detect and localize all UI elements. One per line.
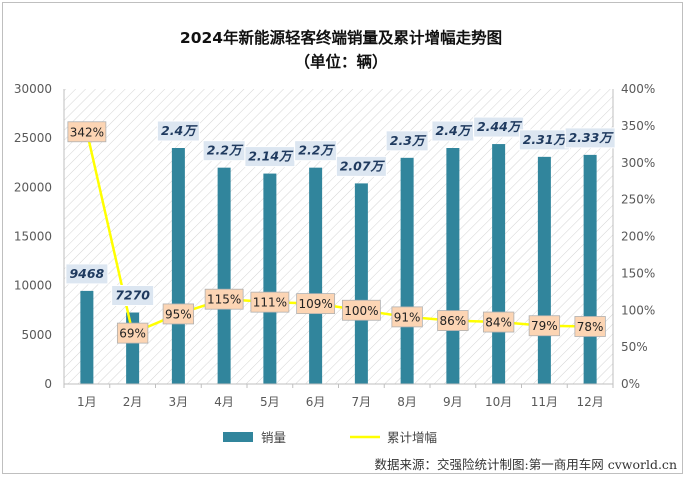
bar-label-box xyxy=(335,155,387,177)
line-data-label: 342% xyxy=(70,125,104,139)
y-left-tick-label: 0 xyxy=(44,377,52,391)
line-label-box xyxy=(250,291,290,313)
line-data-label: 109% xyxy=(298,297,332,311)
x-tick-label: 1月 xyxy=(77,395,97,409)
chart-frame: 2024年新能源轻客终端销量及累计增幅走势图 （单位：辆） 0 5000 10000… xyxy=(2,2,683,474)
y-right-tick-label: 400% xyxy=(621,82,655,96)
line-data-label: 69% xyxy=(119,327,146,341)
bar-label-box xyxy=(385,130,429,152)
y-right-tick-label: 200% xyxy=(621,230,655,244)
bar-label-box xyxy=(564,127,616,149)
y-left-tick-label: 10000 xyxy=(14,279,52,293)
bar xyxy=(492,144,506,384)
bar xyxy=(400,157,414,384)
axes: 0 5000 10000 15000 20000 25000 30000 0% 50% 100% 1… xyxy=(14,82,656,409)
x-tick-label: 3月 xyxy=(169,395,189,409)
line-data-label: 79% xyxy=(531,319,558,333)
data-labels: 9468 7270 2.4万 2.2万 2.14万 2.2万 2.07万 2.3万 2.4万 2.… xyxy=(65,116,616,344)
line-label-box xyxy=(204,288,244,310)
x-tick-label: 10月 xyxy=(485,395,512,409)
line-label-box xyxy=(437,310,469,331)
bar-label-box xyxy=(156,120,200,142)
bar-data-label: 2.4万 xyxy=(161,123,198,138)
x-tick-label: 6月 xyxy=(306,395,326,409)
bar xyxy=(80,290,94,384)
x-tick-label: 11月 xyxy=(531,395,558,409)
bar-data-label: 2.31万 xyxy=(523,132,569,147)
line-label-box xyxy=(116,322,149,344)
y-left-tick-label: 20000 xyxy=(14,180,52,194)
legend-swatch-bar xyxy=(223,432,253,442)
bar xyxy=(263,173,277,384)
y-right-tick-label: 250% xyxy=(621,193,655,207)
line-data-label: 86% xyxy=(440,314,467,328)
y-left-tick-label: 5000 xyxy=(21,328,52,342)
bar-data-label: 2.44万 xyxy=(477,119,523,134)
line-label-box xyxy=(391,306,423,328)
y-left-tick-label: 15000 xyxy=(14,230,52,244)
x-tick-label: 2月 xyxy=(123,395,143,409)
bar xyxy=(537,156,551,384)
bar xyxy=(217,167,231,384)
y-right-tick-label: 150% xyxy=(621,266,655,280)
x-tick-label: 9月 xyxy=(443,395,463,409)
bar-label-box xyxy=(65,263,109,285)
line-label-box xyxy=(528,315,561,337)
bar-data-label: 2.2万 xyxy=(298,143,335,158)
line-label-box xyxy=(67,121,107,143)
bar xyxy=(446,148,460,384)
y-left-tick-label: 30000 xyxy=(14,82,52,96)
bar xyxy=(354,183,368,384)
bar-data-label: 2.4万 xyxy=(436,123,473,138)
x-tick-label: 12月 xyxy=(576,395,603,409)
line-label-box xyxy=(162,303,195,325)
y-right-tick-label: 0% xyxy=(621,377,640,391)
y-right-tick-label: 350% xyxy=(621,119,655,133)
legend: 销量 累计增幅 xyxy=(223,430,437,445)
bar-data-label: 2.3万 xyxy=(390,133,427,148)
bar-data-label: 9468 xyxy=(69,266,104,281)
bar xyxy=(171,148,185,384)
bar-label-box xyxy=(294,140,338,162)
line-data-label: 115% xyxy=(207,293,241,307)
y-right-tick-label: 50% xyxy=(621,340,648,354)
line-label-box xyxy=(341,299,381,321)
bar-data-label: 2.14万 xyxy=(248,149,294,164)
bar xyxy=(583,154,597,384)
bar xyxy=(309,167,323,384)
y-left-tick-label: 25000 xyxy=(14,131,52,145)
line-label-box xyxy=(482,311,515,333)
y-right-tick-label: 300% xyxy=(621,156,655,170)
legend-label-line: 累计增幅 xyxy=(387,430,437,445)
line-label-box xyxy=(574,316,606,337)
bar-data-label: 2.07万 xyxy=(340,158,386,173)
bar-data-label: 7270 xyxy=(115,288,150,303)
line-data-label: 84% xyxy=(485,316,512,330)
x-tick-label: 4月 xyxy=(214,395,234,409)
combo-chart: 2024年新能源轻客终端销量及累计增幅走势图 （单位：辆） 0 5000 10000… xyxy=(14,28,677,472)
line-data-label: 95% xyxy=(165,307,192,321)
line-data-label: 111% xyxy=(253,296,287,310)
line-data-label: 100% xyxy=(344,304,378,318)
chart-title: 2024年新能源轻客终端销量及累计增幅走势图 xyxy=(180,28,502,47)
x-tick-label: 8月 xyxy=(397,395,417,409)
line-data-label: 91% xyxy=(394,310,421,324)
bar-label-box xyxy=(473,116,525,138)
x-tick-label: 5月 xyxy=(260,395,280,409)
x-tick-label: 7月 xyxy=(352,395,372,409)
legend-label-bar: 销量 xyxy=(261,430,286,445)
y-right-tick-label: 100% xyxy=(621,303,655,317)
bar-label-box xyxy=(111,285,155,307)
line-data-label: 78% xyxy=(577,320,604,334)
line-label-box xyxy=(296,293,336,315)
bar-data-label: 2.2万 xyxy=(207,143,244,158)
bar-data-label: 2.33万 xyxy=(568,130,614,145)
source-note: 数据来源：交强险统计制图:第一商用车网 cvworld.cn xyxy=(375,457,677,472)
chart-subtitle: （单位：辆） xyxy=(294,52,387,71)
